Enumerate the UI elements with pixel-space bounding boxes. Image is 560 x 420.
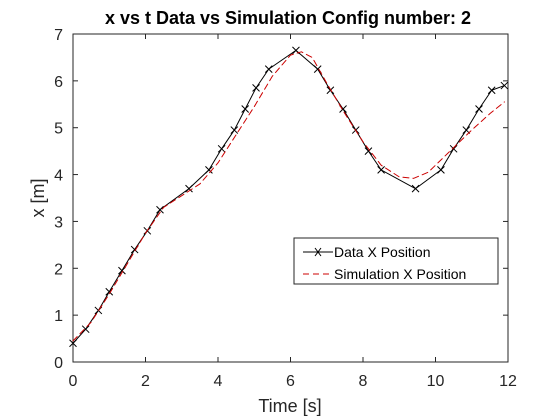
y-tick-label: 6: [54, 74, 63, 91]
x-tick-label: 10: [427, 373, 445, 390]
x-tick-label: 12: [499, 373, 517, 390]
y-tick-label: 3: [54, 214, 63, 231]
x-tick-label: 6: [286, 373, 295, 390]
y-axis-label: x [m]: [28, 179, 48, 218]
y-tick-label: 5: [54, 121, 63, 138]
x-tick-label: 4: [214, 373, 223, 390]
x-tick-label: 0: [69, 373, 78, 390]
legend-label-data: Data X Position: [334, 244, 431, 260]
x-tick-label: 8: [359, 373, 368, 390]
y-tick-label: 1: [54, 308, 63, 325]
y-tick-label: 7: [54, 27, 63, 44]
legend: Data X Position Simulation X Position: [294, 238, 498, 284]
y-tick-label: 4: [54, 168, 63, 185]
chart-title: x vs t Data vs Simulation Config number:…: [105, 8, 471, 28]
x-axis-label: Time [s]: [258, 396, 321, 416]
legend-label-simulation: Simulation X Position: [334, 266, 466, 282]
x-tick-label: 2: [141, 373, 150, 390]
y-tick-label: 2: [54, 261, 63, 278]
y-tick-label: 0: [54, 355, 63, 372]
